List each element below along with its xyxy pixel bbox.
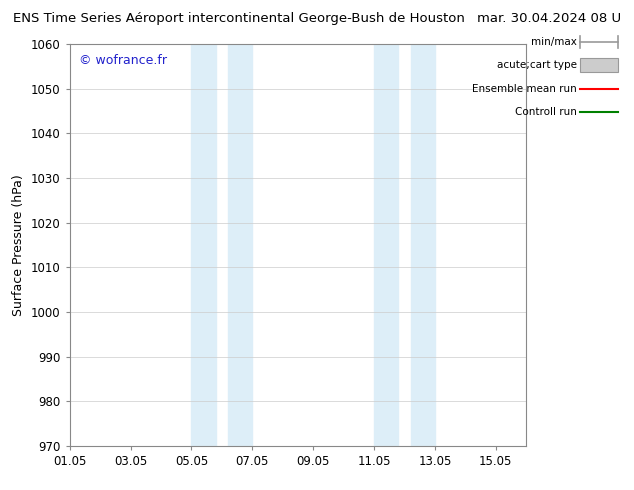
Bar <box>191 44 216 446</box>
Bar <box>374 44 398 446</box>
Text: mar. 30.04.2024 08 U: mar. 30.04.2024 08 U <box>477 12 621 25</box>
Bar <box>228 44 252 446</box>
Bar <box>411 44 435 446</box>
Text: Controll run: Controll run <box>515 107 577 117</box>
Text: acute;cart type: acute;cart type <box>497 60 577 70</box>
Text: Ensemble mean run: Ensemble mean run <box>472 84 577 94</box>
Text: ENS Time Series Aéroport intercontinental George-Bush de Houston: ENS Time Series Aéroport intercontinenta… <box>13 12 465 25</box>
Text: © wofrance.fr: © wofrance.fr <box>79 54 167 67</box>
Y-axis label: Surface Pressure (hPa): Surface Pressure (hPa) <box>13 174 25 316</box>
Text: min/max: min/max <box>531 37 577 47</box>
